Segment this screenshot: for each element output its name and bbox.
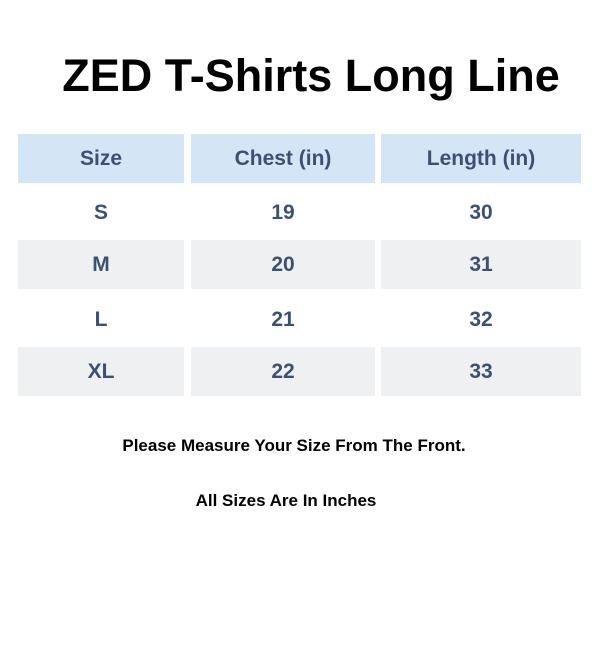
cell-size: XL (18, 347, 184, 396)
page-title: ZED T-Shirts Long Line (62, 50, 560, 101)
cell-length: 30 (469, 201, 493, 224)
header-chest: Chest (in) (191, 134, 375, 183)
cell-chest: 21 (271, 307, 295, 331)
cell-size: L (94, 307, 108, 331)
cell-chest: 22 (191, 347, 375, 396)
cell-length: 32 (469, 307, 493, 331)
header-size: Size (18, 134, 184, 183)
cell-length: 31 (381, 240, 581, 289)
cell-length: 33 (381, 347, 581, 396)
cell-size: M (18, 240, 184, 289)
units-note: All Sizes Are In Inches (195, 491, 377, 510)
cell-size: S (93, 201, 108, 224)
header-length: Length (in) (381, 134, 581, 183)
cell-chest: 19 (271, 201, 295, 224)
cell-chest: 20 (191, 240, 375, 289)
measure-note: Please Measure Your Size From The Front. (122, 436, 466, 455)
